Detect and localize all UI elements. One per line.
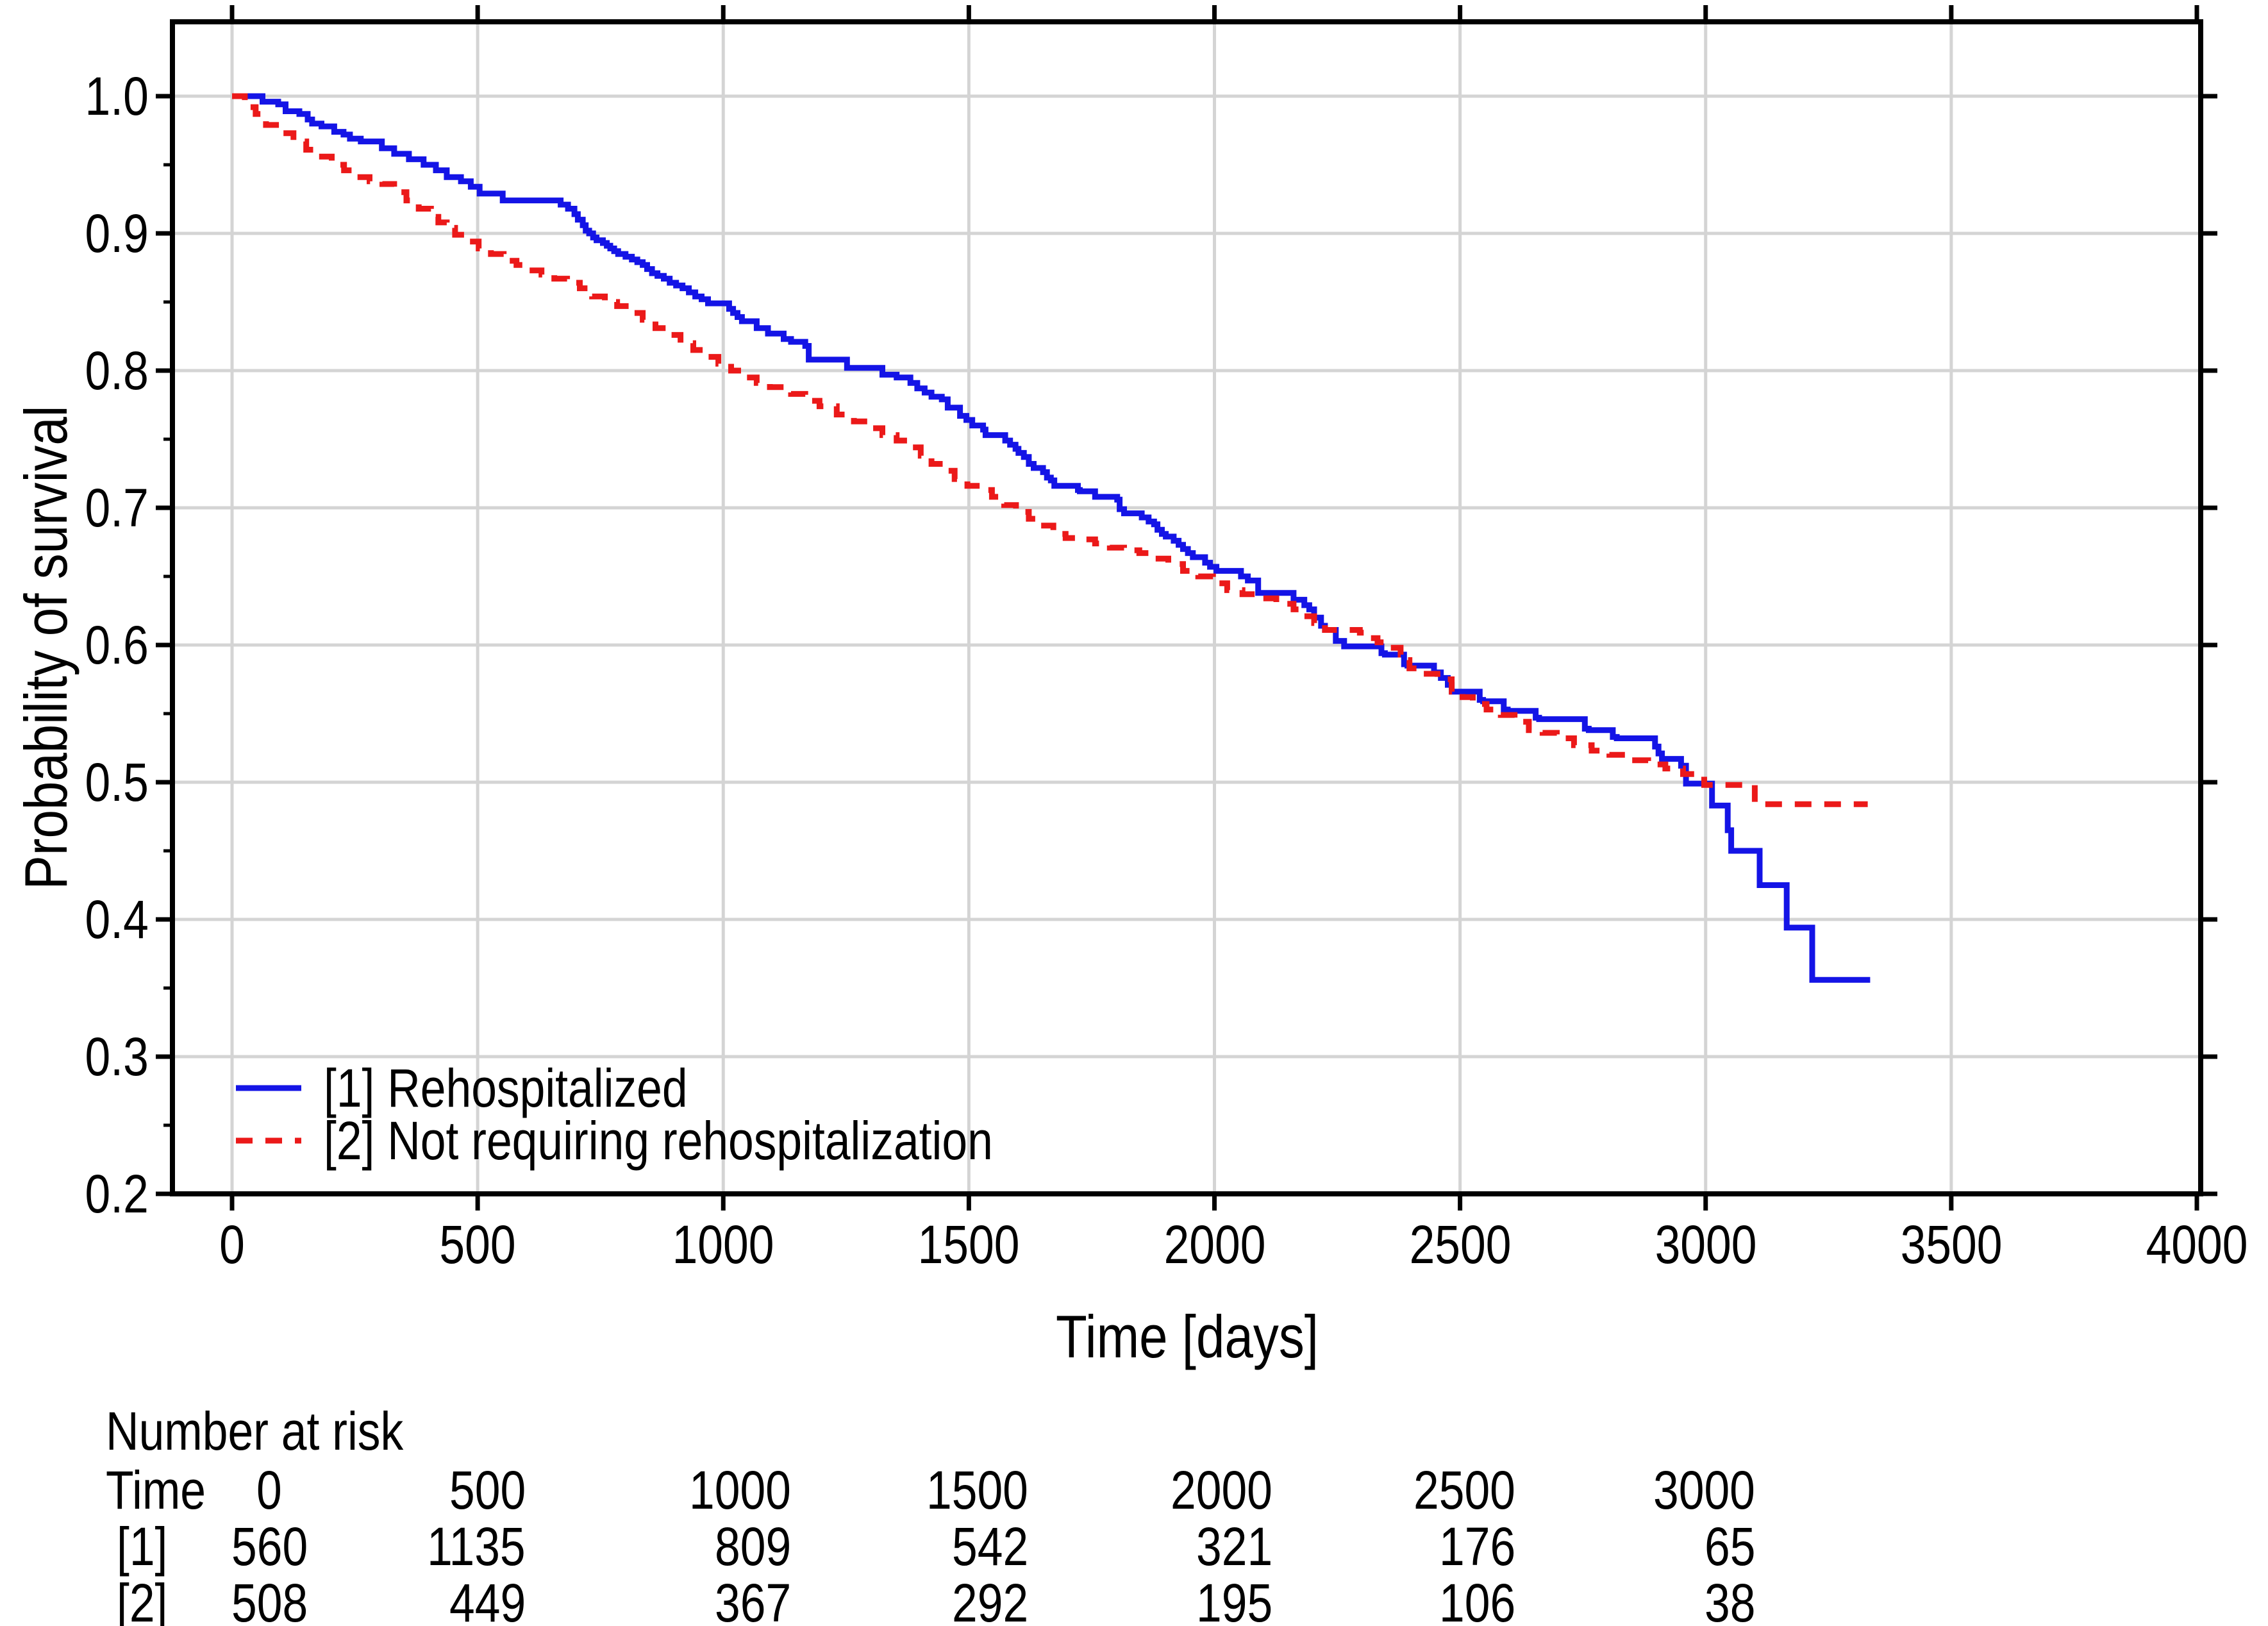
risk-time-header: 1000 [689,1460,791,1520]
y-tick-label: 0.4 [85,889,149,950]
y-tick-label: 0.3 [85,1027,149,1087]
risk-value-group2: 106 [1438,1573,1515,1626]
x-tick-label: 2000 [1163,1214,1265,1275]
risk-table-title: Number at risk [106,1401,404,1461]
x-tick-label: 2500 [1409,1214,1512,1275]
risk-value-group2: 449 [449,1573,526,1626]
risk-value-group2: 292 [951,1573,1028,1626]
risk-value-group2: 38 [1704,1573,1755,1626]
y-tick-label: 1.0 [85,66,149,126]
risk-time-header: 2500 [1413,1460,1515,1520]
risk-table-row2-label: [2] [117,1573,168,1626]
survival-curve-2 [232,93,1868,807]
risk-value-group1: 321 [1196,1516,1272,1577]
risk-value-group1: 560 [231,1516,308,1577]
x-tick-label: 500 [439,1214,516,1275]
y-tick-label: 0.7 [85,478,149,538]
risk-value-group1: 809 [714,1516,791,1577]
x-tick-label: 3500 [1900,1214,2003,1275]
risk-time-header: 0 [256,1460,282,1520]
y-axis-title: Probability of survival [12,405,79,890]
x-tick-label: 4000 [2146,1214,2248,1275]
risk-value-group1: 65 [1704,1516,1755,1577]
plot-frame [170,19,2203,1196]
x-axis-title: Time [days] [1056,1303,1319,1370]
risk-value-group1: 176 [1438,1516,1515,1577]
risk-time-header: 1500 [926,1460,1028,1520]
risk-value-group2: 195 [1196,1573,1272,1626]
risk-time-header: 500 [449,1460,526,1520]
y-tick-label: 0.2 [85,1164,149,1224]
x-tick-label: 0 [219,1214,245,1275]
risk-table-time-label: Time [106,1460,206,1520]
risk-value-group1: 1135 [427,1516,526,1577]
x-tick-label: 1000 [672,1214,774,1275]
y-tick-label: 0.5 [85,752,149,812]
risk-value-group2: 508 [231,1573,308,1626]
y-tick-label: 0.9 [85,203,149,264]
risk-time-header: 2000 [1171,1460,1272,1520]
x-tick-label: 1500 [917,1214,1020,1275]
risk-time-header: 3000 [1653,1460,1755,1520]
y-tick-label: 0.6 [85,615,149,675]
legend-item-not-requiring-rehospitalization: [2] Not requiring rehospitalization [324,1111,993,1171]
risk-value-group1: 542 [951,1516,1028,1577]
legend-item-rehospitalized: [1] Rehospitalized [324,1058,688,1118]
risk-table-row1-label: [1] [117,1516,168,1577]
y-tick-label: 0.8 [85,340,149,401]
x-tick-label: 3000 [1655,1214,1757,1275]
risk-value-group2: 367 [714,1573,791,1626]
